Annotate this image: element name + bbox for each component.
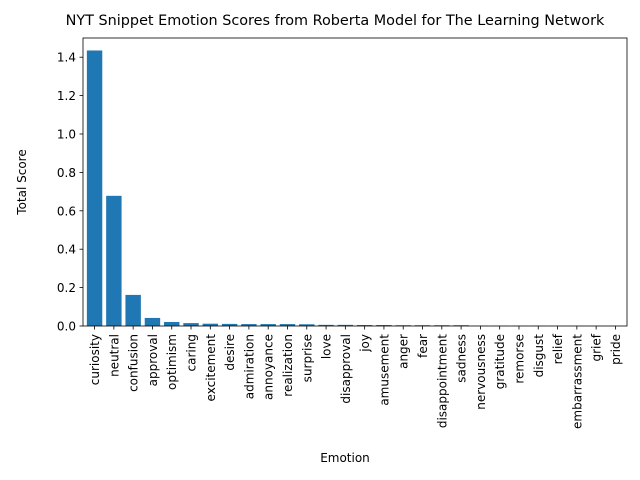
x-tick-label: caring	[185, 334, 199, 371]
x-tick-label: curiosity	[88, 334, 102, 385]
x-tick-label: disappointment	[435, 334, 449, 428]
x-tick-label: desire	[223, 334, 237, 371]
x-tick-label: pride	[609, 334, 623, 365]
bar-joy	[356, 325, 373, 326]
x-tick-label: sadness	[455, 334, 469, 383]
bar-approval	[144, 317, 161, 326]
x-tick-label: fear	[416, 334, 430, 358]
x-tick-label: relief	[551, 333, 565, 364]
y-tick-label: 0.2	[57, 281, 76, 295]
x-tick-label: excitement	[204, 334, 218, 402]
bar-annoyance	[260, 324, 276, 326]
x-tick-label: amusement	[377, 334, 391, 406]
plot-frame	[82, 37, 628, 327]
bar-realization	[279, 324, 296, 326]
x-tick-label: optimism	[165, 334, 179, 390]
bar-disapproval	[337, 324, 354, 326]
y-tick-label: 0.4	[57, 243, 76, 257]
x-tick-label: approval	[146, 334, 160, 386]
bar-excitement	[202, 323, 219, 326]
x-tick-label: anger	[397, 334, 411, 369]
bar-curiosity	[86, 50, 103, 326]
bar-love	[318, 324, 334, 326]
x-tick-label: disapproval	[339, 334, 353, 404]
x-tick-label: disgust	[532, 334, 546, 378]
x-tick-label: confusion	[127, 334, 141, 392]
x-tick-label: embarrassment	[570, 334, 584, 429]
x-tick-label: realization	[281, 334, 295, 397]
bar-admiration	[241, 324, 257, 326]
x-axis-label: Emotion	[320, 451, 370, 465]
y-tick-label: 0.8	[57, 166, 76, 180]
x-tick-label: gratitude	[493, 334, 507, 389]
x-tick-label: neutral	[107, 334, 121, 377]
y-tick-label: 0.0	[57, 320, 76, 334]
x-tick-label: annoyance	[262, 334, 276, 400]
y-axis-label: Total Score	[15, 149, 29, 215]
bar-surprise	[299, 324, 315, 326]
x-tick-label: joy	[358, 334, 372, 353]
bar-neutral	[106, 195, 122, 326]
y-tick-label: 0.6	[57, 204, 76, 218]
bar-amusement	[376, 325, 392, 326]
bar-caring	[183, 323, 199, 326]
y-axis: 0.0 0.2 0.4 0.6 0.8 1.0 1.2 1.4	[57, 51, 83, 334]
bar-desire	[221, 323, 238, 326]
y-tick-label: 1.0	[57, 128, 76, 142]
x-tick-label: admiration	[242, 334, 256, 399]
bar-optimism	[164, 321, 180, 326]
y-tick-label: 1.4	[57, 51, 76, 65]
x-tick-label: surprise	[300, 334, 314, 382]
x-axis: curiosity neutral confusion approval optimis…	[88, 326, 623, 429]
x-tick-label: love	[320, 334, 334, 359]
bar-confusion	[125, 294, 141, 326]
x-tick-label: remorse	[512, 334, 526, 384]
x-tick-label: grief	[590, 333, 604, 361]
x-tick-label: nervousness	[474, 334, 488, 410]
chart-title: NYT Snippet Emotion Scores from Roberta …	[66, 13, 605, 29]
y-tick-label: 1.2	[57, 89, 76, 103]
